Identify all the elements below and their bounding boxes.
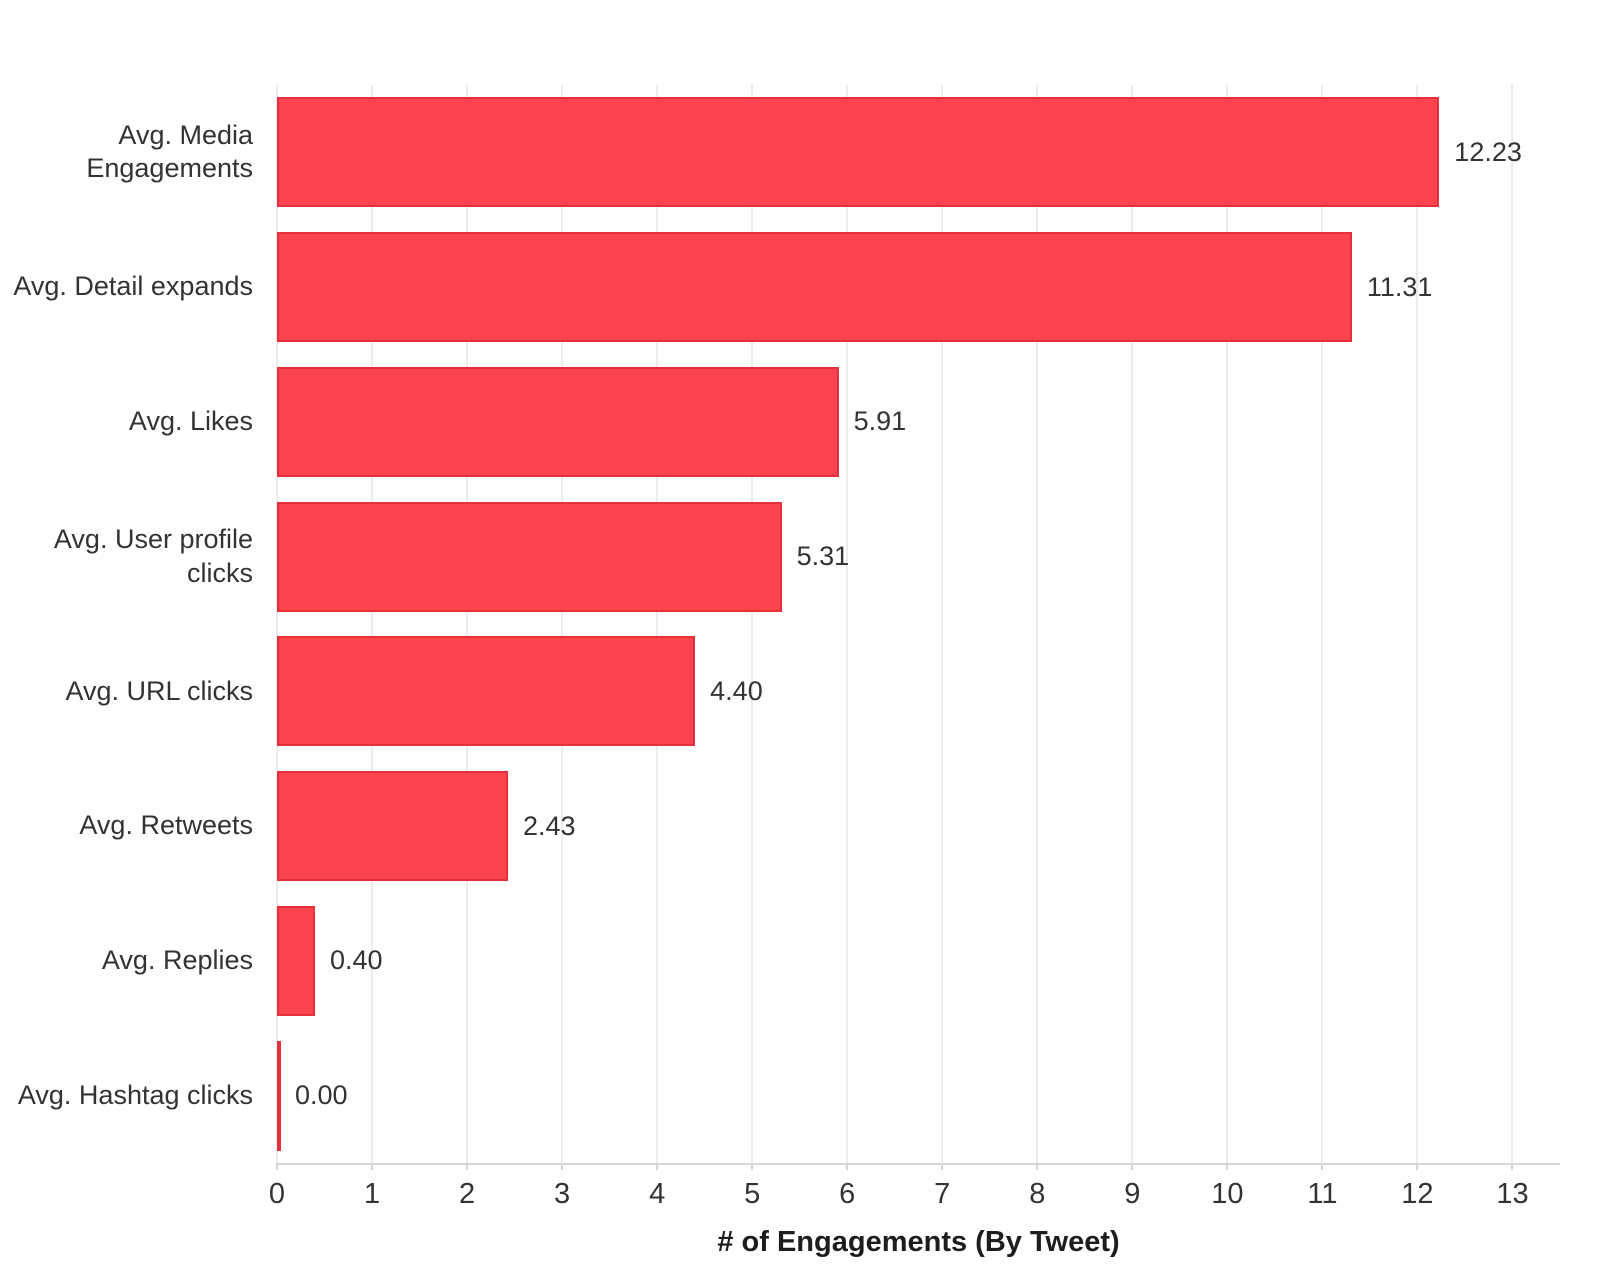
bar-value-label: 0.40 — [330, 945, 383, 976]
category-axis: Avg. Media Engagements Avg. Detail expand… — [0, 85, 265, 1163]
x-axis-title: # of Engagements (By Tweet) — [717, 1226, 1120, 1258]
gridline — [466, 85, 469, 1163]
bar-avg-hashtag-clicks[interactable] — [277, 1040, 281, 1151]
x-tick-label: 13 — [1496, 1178, 1529, 1210]
gridline — [1321, 85, 1324, 1163]
category-label: Avg. Detail expands — [13, 271, 253, 302]
x-tick-label: 11 — [1307, 1178, 1338, 1210]
bar-value-label: 5.91 — [853, 406, 907, 437]
gridline — [846, 85, 849, 1163]
axis-tick-mark — [656, 1163, 659, 1170]
x-tick-label: 2 — [458, 1178, 476, 1210]
x-tick-label: 12 — [1401, 1178, 1434, 1210]
bar-avg-likes[interactable] — [277, 366, 839, 477]
gridline — [371, 85, 374, 1163]
gridline — [561, 85, 564, 1163]
gridline — [1511, 85, 1514, 1163]
axis-tick-mark — [561, 1163, 564, 1170]
axis-tick-mark — [1416, 1163, 1419, 1170]
bar-value-label: 5.31 — [796, 541, 850, 572]
category-label: Avg. URL clicks — [65, 675, 253, 706]
bar-value-label: 2.43 — [522, 810, 576, 841]
gridline — [1226, 85, 1229, 1163]
x-tick-label: 9 — [1124, 1178, 1141, 1210]
axis-tick-mark — [1036, 1163, 1039, 1170]
gridline — [1416, 85, 1419, 1163]
category-label: Avg. Media Engagements — [86, 119, 253, 184]
axis-tick-mark — [846, 1163, 849, 1170]
bar-avg-media-engagements[interactable] — [277, 97, 1440, 208]
bar-value-label: 0.00 — [295, 1080, 348, 1111]
x-tick-label: 0 — [268, 1178, 286, 1210]
bar-value-label: 4.40 — [710, 675, 763, 706]
bar-value-label: 12.23 — [1454, 136, 1522, 167]
x-axis-tick-labels: 0 1 2 3 4 5 6 7 8 9 10 11 12 13 — [269, 1178, 1560, 1214]
x-tick-label: 4 — [649, 1178, 666, 1210]
category-label: Avg. User profile clicks — [53, 524, 253, 588]
x-tick-label: 1 — [363, 1178, 381, 1210]
gridline — [751, 85, 754, 1163]
gridline — [1131, 85, 1134, 1163]
plot-area: 12.23 11.31 5.91 5.31 4.40 2.43 0.40 0.00 — [276, 85, 1560, 1170]
gridline — [656, 85, 659, 1163]
bar-avg-user-profile-clicks[interactable] — [277, 501, 782, 612]
gridline — [276, 85, 278, 1163]
bar-avg-url-clicks[interactable] — [277, 636, 696, 747]
category-label: Avg. Retweets — [79, 810, 253, 841]
x-tick-label: 6 — [839, 1178, 856, 1210]
x-tick-label: 7 — [934, 1178, 951, 1210]
x-tick-label: 8 — [1029, 1178, 1046, 1210]
bar-avg-retweets[interactable] — [277, 771, 508, 882]
axis-tick-mark — [751, 1163, 754, 1170]
axis-tick-mark — [466, 1163, 469, 1170]
x-tick-label: 5 — [744, 1178, 761, 1210]
axis-tick-mark — [1511, 1163, 1514, 1170]
axis-tick-mark — [371, 1163, 374, 1170]
axis-tick-mark — [941, 1163, 944, 1170]
category-label: Avg. Hashtag clicks — [17, 1079, 253, 1110]
category-label: Avg. Likes — [128, 406, 253, 437]
x-tick-label: 3 — [554, 1178, 571, 1210]
bar-avg-replies[interactable] — [277, 905, 315, 1016]
axis-tick-mark — [1226, 1163, 1229, 1170]
gridline — [1036, 85, 1039, 1163]
axis-tick-mark — [276, 1163, 278, 1170]
gridline — [941, 85, 944, 1163]
bar-value-label: 11.31 — [1366, 271, 1433, 302]
x-tick-label: 10 — [1211, 1178, 1244, 1210]
bar-avg-detail-expands[interactable] — [277, 232, 1352, 343]
axis-tick-mark — [1131, 1163, 1134, 1170]
axis-tick-mark — [1321, 1163, 1324, 1170]
category-label: Avg. Replies — [101, 945, 253, 976]
